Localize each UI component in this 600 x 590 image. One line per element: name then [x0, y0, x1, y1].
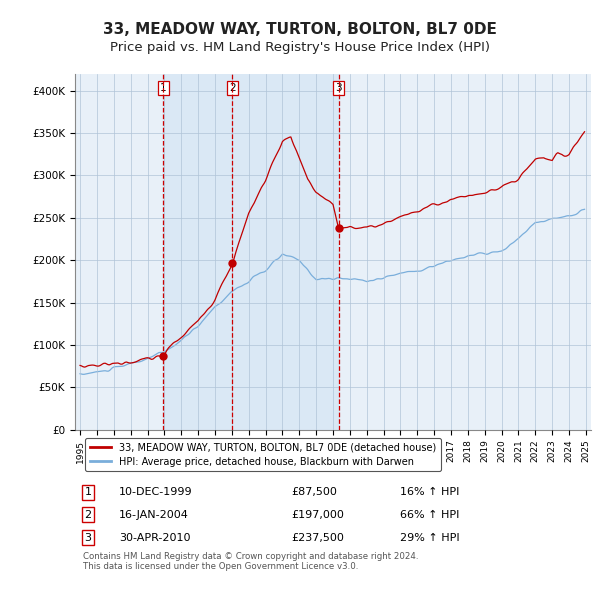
Bar: [163, 74, 232, 430]
Text: 16-JAN-2004: 16-JAN-2004: [119, 510, 189, 520]
Text: 2: 2: [229, 83, 236, 93]
Text: 16% ↑ HPI: 16% ↑ HPI: [400, 487, 460, 497]
Text: Contains HM Land Registry data © Crown copyright and database right 2024.
This d: Contains HM Land Registry data © Crown c…: [83, 552, 418, 571]
Legend: 33, MEADOW WAY, TURTON, BOLTON, BL7 0DE (detached house), HPI: Average price, de: 33, MEADOW WAY, TURTON, BOLTON, BL7 0DE …: [85, 438, 441, 471]
Text: £87,500: £87,500: [292, 487, 338, 497]
Text: 66% ↑ HPI: 66% ↑ HPI: [400, 510, 460, 520]
Text: 29% ↑ HPI: 29% ↑ HPI: [400, 533, 460, 543]
Text: 3: 3: [85, 533, 91, 543]
Text: 30-APR-2010: 30-APR-2010: [119, 533, 190, 543]
Text: 1: 1: [85, 487, 91, 497]
Text: £237,500: £237,500: [292, 533, 344, 543]
Bar: [232, 74, 338, 430]
Text: 10-DEC-1999: 10-DEC-1999: [119, 487, 193, 497]
Text: 3: 3: [335, 83, 342, 93]
Text: 33, MEADOW WAY, TURTON, BOLTON, BL7 0DE: 33, MEADOW WAY, TURTON, BOLTON, BL7 0DE: [103, 22, 497, 37]
Text: 2: 2: [85, 510, 91, 520]
Text: £197,000: £197,000: [292, 510, 344, 520]
Text: 1: 1: [160, 83, 167, 93]
Text: Price paid vs. HM Land Registry's House Price Index (HPI): Price paid vs. HM Land Registry's House …: [110, 41, 490, 54]
